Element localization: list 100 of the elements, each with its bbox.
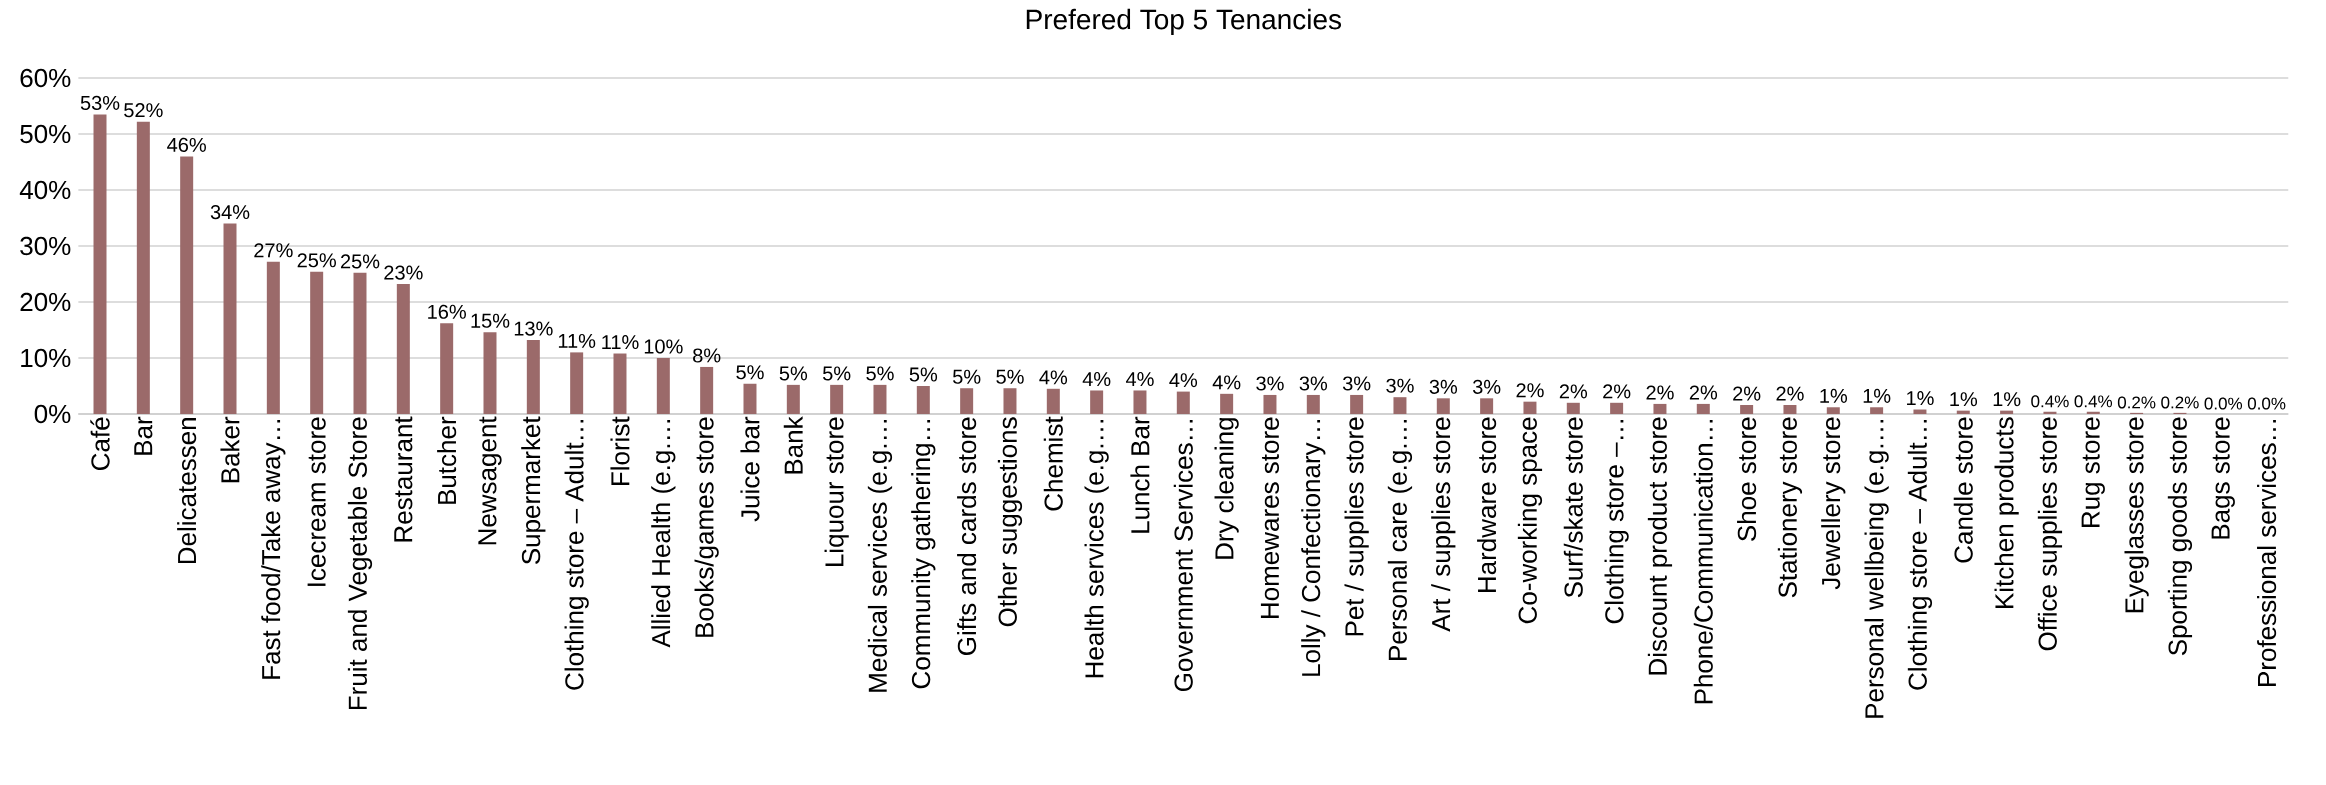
x-tick-label: Kitchen products xyxy=(1994,417,2019,608)
x-tick-label: Bags store xyxy=(2211,417,2235,539)
x-tick-label: Government Services… xyxy=(1173,419,1193,692)
bar xyxy=(916,385,930,414)
x-tick-label: Phone/Communication… xyxy=(1693,419,1713,704)
x-tick-label: Candle store xyxy=(1953,417,1973,563)
data-label: 1% xyxy=(1950,392,1978,407)
y-tick-label: 10% xyxy=(21,348,71,368)
bar xyxy=(1696,403,1710,414)
x-tick-label: Hardware store xyxy=(1477,417,1497,592)
bar xyxy=(700,366,714,414)
y-tick-label: 40% xyxy=(19,180,71,200)
x-tick-label: Juice bar xyxy=(740,416,760,522)
bar xyxy=(613,353,627,414)
bar xyxy=(786,384,800,414)
x-tick-label: Supermarket xyxy=(521,416,546,565)
bar xyxy=(1133,390,1147,414)
data-label: 3% xyxy=(1299,376,1328,391)
x-tick-label: Surf/skate store xyxy=(1563,417,1583,598)
x-tick-label: Art / supplies store xyxy=(1431,417,1456,632)
bar xyxy=(1826,407,1840,414)
x-tick-label: Florist xyxy=(610,416,630,486)
data-label: 0.2% xyxy=(2161,396,2199,409)
bar xyxy=(960,388,974,414)
data-label: 46% xyxy=(167,137,206,152)
bar xyxy=(873,384,887,414)
bar xyxy=(1480,398,1494,414)
x-tick-label: Dry cleaning xyxy=(1214,418,1239,559)
bar xyxy=(656,357,670,414)
data-label: 2% xyxy=(1646,385,1674,400)
bar xyxy=(1263,394,1277,414)
bar xyxy=(1306,394,1320,414)
x-tick-label: Liquour store xyxy=(824,417,849,567)
data-label: 25% xyxy=(297,253,336,268)
y-tick-label: 60% xyxy=(20,68,71,88)
data-label: 27% xyxy=(254,243,293,258)
data-label: 52% xyxy=(124,103,163,118)
data-label: 3% xyxy=(1256,376,1284,391)
data-label: 11% xyxy=(602,335,639,350)
data-label: 5% xyxy=(866,366,894,381)
data-label: 1% xyxy=(1820,388,1848,403)
data-label: 16% xyxy=(428,304,466,319)
data-label: 5% xyxy=(909,367,938,382)
data-label: 0.0% xyxy=(2204,397,2243,410)
x-tick-label: Allied Health (e.g.… xyxy=(651,419,676,648)
data-label: 10% xyxy=(644,339,683,354)
bar xyxy=(1740,405,1754,414)
x-tick-label: Restaurant xyxy=(394,416,413,542)
data-label: 0.4% xyxy=(2074,395,2113,408)
data-label: 2% xyxy=(1689,385,1718,400)
data-label: 1% xyxy=(1863,388,1891,403)
data-label: 4% xyxy=(1212,375,1241,390)
bar xyxy=(526,340,540,414)
x-tick-label: Office supplies store xyxy=(2037,417,2063,651)
data-label: 15% xyxy=(471,313,510,328)
x-tick-label: Lunch Bar xyxy=(1130,416,1150,533)
data-label: 4% xyxy=(1125,372,1154,387)
x-tick-label: Health services (e.g.… xyxy=(1084,419,1109,678)
x-tick-label: Personal care (e.g.… xyxy=(1387,419,1413,660)
data-label: 34% xyxy=(210,205,250,220)
bar xyxy=(180,156,194,414)
x-tick-label: Medical services (e.g.… xyxy=(867,419,893,692)
bar xyxy=(1436,398,1450,414)
data-label: 3% xyxy=(1342,376,1371,391)
x-tick-label: Fruit and Vegetable Store xyxy=(347,417,373,710)
x-tick-label: Jewellery store xyxy=(1821,417,1846,590)
y-tick-label: 50% xyxy=(20,124,71,144)
data-label: 2% xyxy=(1559,384,1588,399)
bar xyxy=(1523,401,1537,414)
data-label: 8% xyxy=(693,348,721,363)
data-label: 3% xyxy=(1386,378,1414,393)
x-tick-label: Bank xyxy=(783,416,803,474)
x-tick-label: Fast food/Take away… xyxy=(261,419,286,679)
bar xyxy=(1913,409,1927,414)
x-tick-label: Chemist xyxy=(1043,416,1063,511)
data-label: 0.0% xyxy=(2247,397,2286,410)
data-label: 5% xyxy=(953,369,981,384)
x-tick-label: Stationery store xyxy=(1777,417,1803,598)
bar xyxy=(1220,393,1234,414)
bar xyxy=(1350,394,1364,414)
bar xyxy=(1003,388,1017,414)
bar xyxy=(483,332,497,414)
data-label: 25% xyxy=(340,254,380,269)
x-tick-label: Professional services… xyxy=(2257,419,2277,686)
data-label: 4% xyxy=(1082,372,1111,387)
x-tick-label: Clothing store –… xyxy=(1604,419,1629,624)
data-label: 5% xyxy=(823,366,851,381)
data-label: 1% xyxy=(1907,391,1934,406)
bar xyxy=(2086,411,2100,414)
data-label: 0.4% xyxy=(2031,395,2069,408)
x-tick-label: Baker xyxy=(220,416,240,483)
bar xyxy=(2043,411,2057,414)
x-tick-label: Shoe store xyxy=(1737,417,1757,541)
bar xyxy=(1870,407,1884,414)
bar xyxy=(1046,388,1060,414)
bar xyxy=(830,384,844,414)
bar xyxy=(136,121,150,414)
x-tick-label: Books/games store xyxy=(694,417,719,637)
data-label: 53% xyxy=(80,95,120,110)
data-label: 11% xyxy=(558,333,596,348)
